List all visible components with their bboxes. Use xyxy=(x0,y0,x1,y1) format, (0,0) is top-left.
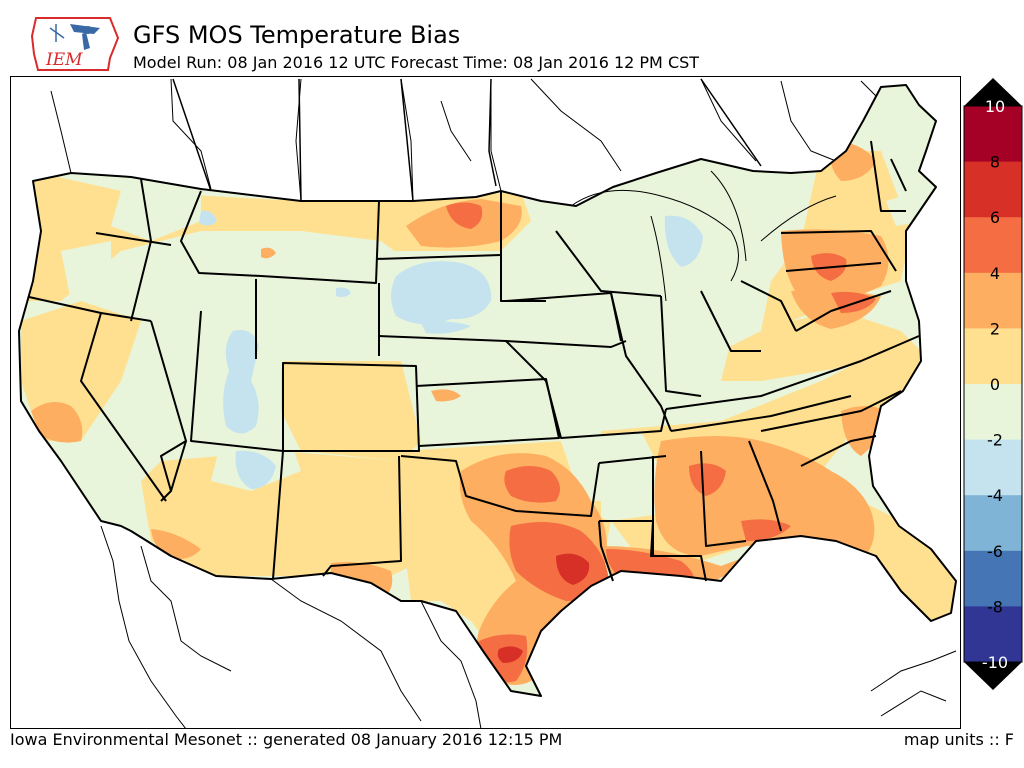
colorbar-under-arrow xyxy=(964,662,1022,690)
colorbar-bin xyxy=(964,495,1022,552)
bias-field xyxy=(19,85,956,696)
logo-text: IEM xyxy=(45,50,83,70)
colorbar-bin xyxy=(964,161,1022,218)
state-boundaries xyxy=(18,84,957,697)
iem-logo: IEM xyxy=(30,14,120,76)
colorbar-bin xyxy=(964,606,1022,663)
map-title: GFS MOS Temperature Bias xyxy=(133,21,461,49)
colorbar-bin xyxy=(964,439,1022,496)
colorbar: 10 8 6 4 2 0 -2 -4 -6 -8 -10 xyxy=(962,76,1024,692)
colorbar-tick-label: 6 xyxy=(990,208,1000,227)
colorbar-tick-label: -4 xyxy=(987,486,1003,505)
colorbar-over-arrow xyxy=(964,78,1022,106)
map-subtitle: Model Run: 08 Jan 2016 12 UTC Forecast T… xyxy=(133,53,700,72)
colorbar-tick-label: 8 xyxy=(990,153,1000,172)
colorbar-bin xyxy=(964,550,1022,607)
colorbar-tick-label: 0 xyxy=(990,375,1000,394)
colorbar-tick-label: -2 xyxy=(987,431,1003,450)
bias-map xyxy=(10,76,961,729)
colorbar-tick-label: 2 xyxy=(990,319,1000,338)
colorbar-tick-label: -10 xyxy=(982,653,1008,672)
colorbar-tick-label: 4 xyxy=(990,264,1000,283)
colorbar-bin xyxy=(964,272,1022,329)
colorbar-bin xyxy=(964,384,1022,441)
colorbar-tick-label: -8 xyxy=(987,597,1003,616)
colorbar-tick-label: -6 xyxy=(987,542,1003,561)
footer-credit: Iowa Environmental Mesonet :: generated … xyxy=(10,730,563,749)
map-units-label: map units :: F xyxy=(903,730,1014,749)
colorbar-tick-label: 10 xyxy=(985,97,1005,116)
province-boundaries xyxy=(172,78,762,202)
colorbar-bin xyxy=(964,217,1022,274)
colorbar-bin xyxy=(964,328,1022,385)
colorbar-bin xyxy=(964,106,1022,163)
